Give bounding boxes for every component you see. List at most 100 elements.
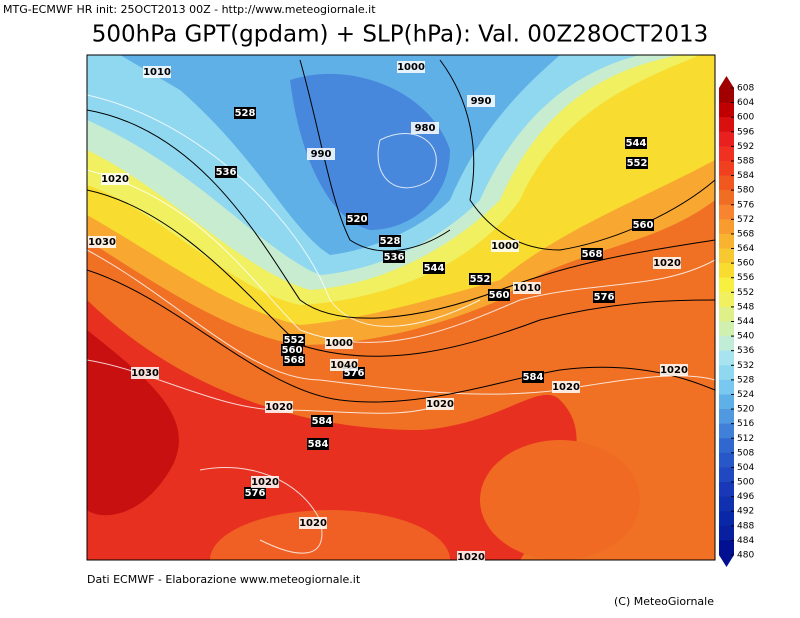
- colorbar-label: 568: [737, 229, 754, 239]
- colorbar-band: [719, 277, 734, 293]
- colorbar-label: 488: [737, 521, 754, 531]
- gpdam-label: 576: [344, 368, 365, 379]
- colorbar-band: [719, 204, 734, 220]
- colorbar-band: [719, 131, 734, 147]
- gpdam-label: 520: [347, 214, 368, 225]
- gpdam-label: 552: [470, 274, 491, 285]
- slp-label: 1020: [101, 174, 129, 185]
- slp-label-box: [325, 337, 353, 349]
- colorbar-label: 480: [737, 551, 754, 561]
- colorbar-band: [719, 482, 734, 498]
- gpdam-label: 576: [245, 488, 266, 499]
- gpdam-label: 552: [284, 335, 305, 346]
- slp-label: 1020: [660, 365, 688, 376]
- slp-label: 990: [311, 149, 332, 160]
- slp-label: 1020: [265, 402, 293, 413]
- colorbar-band: [719, 365, 734, 381]
- slp-label: 1010: [143, 67, 171, 78]
- map-frame: [86, 54, 716, 561]
- gpdam-label-box: [244, 487, 266, 499]
- slp-label-box: [251, 476, 279, 488]
- gpdam-label-box: [307, 438, 329, 450]
- colorbar-band: [719, 248, 734, 264]
- slp-label-box: [513, 282, 541, 294]
- slp-label: 1000: [397, 62, 425, 73]
- colorbar-label: 556: [737, 273, 754, 283]
- slp-label-box: [101, 173, 129, 185]
- colorbar-label: 484: [737, 536, 754, 546]
- colorbar-label: 492: [737, 507, 754, 517]
- colorbar-label: 548: [737, 302, 754, 312]
- slp-label: 1000: [491, 241, 519, 252]
- colorbar-band: [719, 452, 734, 468]
- slp-label-box: [131, 367, 159, 379]
- colorbar-label: 552: [737, 288, 754, 298]
- slp-label-box: [653, 257, 681, 269]
- colorbar-bottom: [719, 555, 734, 567]
- colorbar-label: 596: [737, 127, 754, 137]
- colorbar-label: 584: [737, 171, 754, 181]
- gpdam-label-box: [346, 213, 368, 225]
- colorbar-label: 504: [737, 463, 754, 473]
- colorbar-label: 604: [737, 98, 754, 108]
- gpdam-label-box: [311, 415, 333, 427]
- slp-label: 980: [415, 123, 436, 134]
- colorbar-band: [719, 409, 734, 425]
- gpdam-label: 544: [626, 138, 647, 149]
- gpdam-label: 528: [235, 108, 256, 119]
- gpdam-label-box: [469, 273, 491, 285]
- gpdam-label-box: [632, 219, 654, 231]
- colorbar-label: 608: [737, 84, 754, 94]
- gpdam-label: 584: [312, 416, 333, 427]
- colorbar-band: [719, 540, 734, 556]
- colorbar-label: 536: [737, 346, 754, 356]
- colorbar-label: 544: [737, 317, 754, 327]
- gpdam-label: 584: [523, 372, 544, 383]
- colorbar-band: [719, 190, 734, 206]
- colorbar-band: [719, 117, 734, 133]
- colorbar-band: [719, 219, 734, 235]
- credit: (C) MeteoGiornale: [614, 595, 714, 608]
- gpdam-label-box: [283, 354, 305, 366]
- slp-label: 1030: [131, 368, 159, 379]
- colorbar-band: [719, 467, 734, 483]
- gpdam-label-box: [488, 289, 510, 301]
- header: MTG-ECMWF HR init: 25OCT2013 00Z - http:…: [3, 3, 376, 16]
- slp-label: 1020: [299, 518, 327, 529]
- slp-label-box: [88, 236, 116, 248]
- gpdam-label-box: [625, 137, 647, 149]
- gpdam-label: 536: [216, 167, 237, 178]
- gpdam-label: 576: [594, 292, 615, 303]
- slp-label-box: [426, 398, 454, 410]
- colorbar-label: 524: [737, 390, 754, 400]
- slp-label-box: [330, 359, 358, 371]
- colorbar-label: 576: [737, 200, 754, 210]
- gpdam-label-box: [281, 344, 303, 356]
- colorbar-band: [719, 511, 734, 527]
- slp-label: 1020: [552, 382, 580, 393]
- colorbar-label: 592: [737, 142, 754, 152]
- gpdam-label-box: [593, 291, 615, 303]
- colorbar-label: 508: [737, 448, 754, 458]
- gpdam-label-box: [215, 166, 237, 178]
- slp-label: 1010: [513, 283, 541, 294]
- gpdam-label: 552: [627, 158, 648, 169]
- colorbar-label: 564: [737, 244, 754, 254]
- slp-label-box: [299, 517, 327, 529]
- colorbar-label: 600: [737, 113, 754, 123]
- footer: Dati ECMWF - Elaborazione www.meteogiorn…: [87, 573, 361, 586]
- colorbar-label: 496: [737, 492, 754, 502]
- gpdam-label: 568: [284, 355, 305, 366]
- slp-label-box: [457, 551, 485, 563]
- colorbar-band: [719, 292, 734, 308]
- colorbar-band: [719, 379, 734, 395]
- slp-label-box: [467, 95, 495, 107]
- colorbar-band: [719, 321, 734, 337]
- colorbar-band: [719, 423, 734, 439]
- gpdam-label-box: [522, 371, 544, 383]
- gpdam-label: 560: [489, 290, 510, 301]
- slp-label-box: [397, 61, 425, 73]
- colorbar-band: [719, 350, 734, 366]
- gpdam-label-box: [383, 251, 405, 263]
